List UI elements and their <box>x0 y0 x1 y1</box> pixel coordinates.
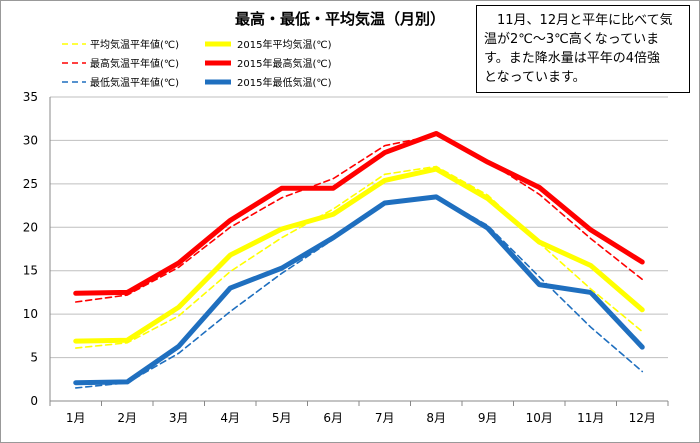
annotation-text: 11月、12月と平年に比べて気 温が2℃〜3℃高くなっていま す。また降水量は平… <box>484 11 688 87</box>
y-tick-label: 25 <box>23 177 38 191</box>
annotation-line: となっています。 <box>484 70 586 85</box>
x-tick-label: 12月 <box>629 411 656 425</box>
y-tick-label: 20 <box>23 220 38 234</box>
legend-label: 平均気温平年値(℃) <box>90 38 179 51</box>
x-tick-label: 11月 <box>577 411 604 425</box>
y-tick-label: 10 <box>23 307 38 321</box>
x-tick-label: 6月 <box>323 411 343 425</box>
x-tick-label: 5月 <box>272 411 292 425</box>
legend: 平均気温平年値(℃) 2015年平均気温(℃) 最高気温平年値(℃) 2015年最高気… <box>62 38 332 89</box>
legend-label: 2015年最低気温(℃) <box>237 76 332 89</box>
legend-label: 最高気温平年値(℃) <box>90 57 179 70</box>
y-tick-label: 35 <box>23 90 38 104</box>
y-tick-label: 30 <box>23 133 38 147</box>
y-tick-label: 5 <box>30 351 38 365</box>
annotation-line: 温が2℃〜3℃高くなっていま <box>484 32 660 47</box>
x-tick-label: 4月 <box>220 411 240 425</box>
series-line <box>74 195 644 389</box>
y-tick-label: 0 <box>30 394 38 408</box>
annotation-line: す。また降水量は平年の4倍強 <box>484 51 660 66</box>
y-tick-label: 15 <box>23 264 38 278</box>
x-tick-label: 7月 <box>375 411 395 425</box>
legend-label: 2015年平均気温(℃) <box>237 38 332 51</box>
x-tick-label: 9月 <box>478 411 498 425</box>
x-tick-label: 3月 <box>169 411 189 425</box>
series-line <box>73 130 645 296</box>
legend-label: 最低気温平年値(℃) <box>90 76 179 89</box>
series-line <box>73 166 645 344</box>
series-group <box>73 130 645 389</box>
chart-title: 最高・最低・平均気温（月別） <box>235 10 445 28</box>
x-tick-label: 10月 <box>526 411 553 425</box>
x-tick-label: 8月 <box>426 411 446 425</box>
annotation-line: 11月、12月と平年に比べて気 <box>484 13 673 28</box>
annotation-box <box>476 5 690 93</box>
legend-label: 2015年最高気温(℃) <box>237 57 332 70</box>
x-tick-label: 1月 <box>66 411 86 425</box>
x-tick-label: 2月 <box>117 411 137 425</box>
axes: 0 5 10 15 20 25 30 35 1月 2月 3月 4月 5月 6月 7月 8月 9月 10月 11月 12… <box>23 90 669 425</box>
grid <box>50 96 668 402</box>
series-line <box>74 165 644 349</box>
series-line <box>74 134 644 303</box>
